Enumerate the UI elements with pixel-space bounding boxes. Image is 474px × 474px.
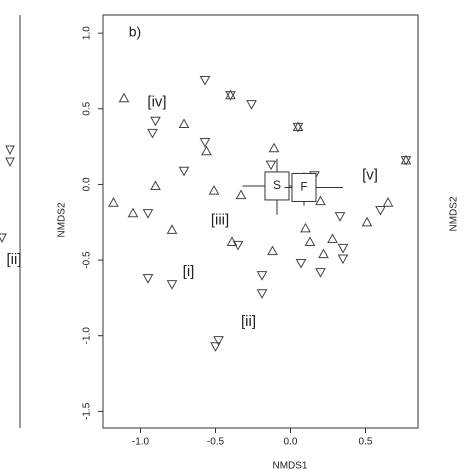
left-panel-markers (0, 145, 15, 244)
y-tick-label: -0.5 (82, 251, 93, 269)
group-label: [iii] (211, 212, 229, 229)
point (210, 342, 221, 352)
point (375, 206, 386, 216)
right-panel-label: NMDS2 (449, 196, 460, 231)
centroid-label: F (300, 180, 307, 194)
panel-label: b) (129, 24, 141, 40)
y-tick-label: 1.0 (82, 26, 93, 40)
point (337, 254, 349, 265)
point (208, 184, 220, 195)
point (127, 207, 139, 218)
centroid-box (291, 172, 317, 202)
point (295, 259, 307, 269)
point (142, 274, 154, 284)
point (337, 243, 349, 254)
point (300, 222, 311, 233)
point (268, 142, 280, 153)
point (199, 75, 211, 86)
group-label: [iv] (147, 94, 166, 111)
point (147, 128, 158, 139)
point (150, 180, 161, 191)
point (213, 336, 224, 346)
point (315, 195, 326, 206)
x-tick-label: 0.0 (284, 437, 298, 448)
group-label: [i] (183, 263, 195, 280)
point (118, 92, 130, 103)
point (150, 116, 161, 127)
y-tick-label: 0.5 (82, 101, 93, 115)
point (178, 118, 190, 129)
x-tick-label: -0.5 (207, 437, 225, 448)
point (166, 224, 178, 234)
plot-frame (102, 14, 419, 429)
x-tick-label: -1.0 (132, 437, 150, 448)
point (304, 236, 316, 247)
group-label: [v] (362, 166, 378, 183)
y-tick-label: -1.5 (82, 402, 93, 420)
y-tick-label: 0.0 (82, 177, 93, 191)
point (315, 268, 326, 278)
point (318, 248, 329, 259)
left-panel-label: [ii] (7, 251, 22, 268)
point (235, 189, 247, 200)
centroid-label: S (273, 178, 281, 192)
point (199, 137, 211, 148)
point (256, 271, 268, 281)
point (225, 89, 236, 101)
point (400, 154, 412, 166)
centroid-box (264, 171, 290, 201)
point (334, 212, 346, 222)
y-axis-title: NMDS2 (57, 202, 68, 237)
point (361, 216, 373, 227)
point (267, 245, 278, 256)
point (142, 209, 154, 219)
y-tick-label: -1.0 (82, 327, 93, 345)
point (246, 100, 257, 110)
x-axis-title: NMDS1 (272, 461, 307, 472)
x-tick-label: 0.5 (359, 437, 373, 448)
point (201, 145, 212, 156)
point (108, 197, 119, 207)
point (292, 121, 304, 133)
point (232, 240, 244, 251)
point (382, 197, 394, 207)
point (166, 280, 178, 290)
group-label: [ii] (241, 313, 256, 330)
point (327, 233, 338, 243)
point (265, 160, 277, 171)
point (256, 289, 268, 299)
point (178, 166, 190, 177)
